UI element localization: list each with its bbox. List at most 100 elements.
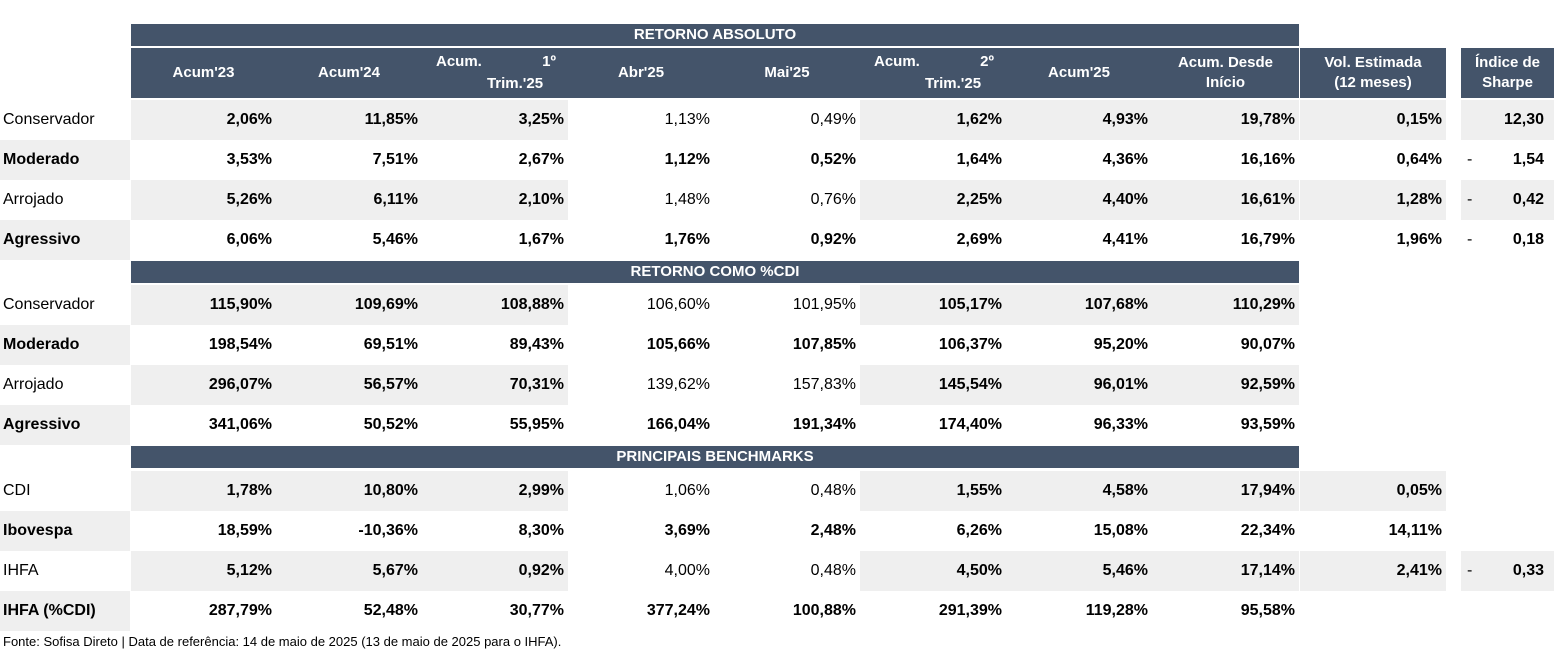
cell-q1: 8,30% [422,511,568,551]
row-label: CDI [0,471,130,511]
cell-desde: 17,94% [1152,471,1299,511]
col-header-acum23: Acum'23 [131,48,276,98]
vol-header-line1: Vol. Estimada [1324,54,1422,71]
vol-header-line2: (12 meses) [1334,74,1412,91]
row-label: Conservador [0,285,130,325]
cell-acum23: 1,78% [131,471,276,511]
row-label: Conservador [0,100,130,140]
cell-acum24: 5,46% [276,220,422,260]
cell-mai: 101,95% [714,285,860,325]
row-label: Agressivo [0,220,130,260]
cell-acum25: 4,93% [1006,100,1152,140]
section-header-absolute: RETORNO ABSOLUTO [131,24,1299,46]
cell-acum24: 7,51% [276,140,422,180]
cell-mai: 0,48% [714,551,860,591]
cell-acum24: 56,57% [276,365,422,405]
cell-abr: 139,62% [568,365,714,405]
cell-abr: 377,24% [568,591,714,631]
col-header-acum24: Acum'24 [276,48,422,98]
cell-mai: 0,49% [714,100,860,140]
cell-q1: 2,10% [422,180,568,220]
cell-acum23: 6,06% [131,220,276,260]
cell-mai: 0,52% [714,140,860,180]
col-header-mai25: Mai'25 [714,48,860,98]
q2-header-part-b: 2º [980,53,994,70]
sharpe-header-line1: Índice de [1474,54,1541,71]
cell-vol: 14,11% [1300,511,1446,551]
cell-mai: 0,48% [714,471,860,511]
cell-mai: 0,76% [714,180,860,220]
cell-abr: 106,60% [568,285,714,325]
desde-header-line1: Acum. Desde [1177,54,1274,71]
cell-mai: 191,34% [714,405,860,445]
cell-vol: 2,41% [1300,551,1446,591]
cell-acum24: 52,48% [276,591,422,631]
row-label: Arrojado [0,365,130,405]
cell-abr: 1,76% [568,220,714,260]
col-header-desde-inicio: Acum. Desde Início [1152,48,1299,98]
cell-desde: 110,29% [1152,285,1299,325]
cell-q1: 2,67% [422,140,568,180]
cell-acum25: 107,68% [1006,285,1152,325]
section-header-cdi: RETORNO COMO %CDI [131,261,1299,283]
cell-vol: 1,28% [1300,180,1446,220]
cell-q1: 89,43% [422,325,568,365]
cell-acum25: 5,46% [1006,551,1152,591]
q1-header-part-c: Trim.'25 [486,75,544,92]
cell-abr: 105,66% [568,325,714,365]
col-header-sharpe: Índice de Sharpe [1461,48,1554,98]
cell-desde: 16,61% [1152,180,1299,220]
cell-q1: 108,88% [422,285,568,325]
cell-desde: 19,78% [1152,100,1299,140]
cell-abr: 1,06% [568,471,714,511]
cell-mai: 2,48% [714,511,860,551]
cell-abr: 3,69% [568,511,714,551]
cell-acum23: 5,12% [131,551,276,591]
row-label: Arrojado [0,180,130,220]
cell-acum23: 2,06% [131,100,276,140]
sharpe-sign: - [1467,231,1473,248]
cell-q2: 4,50% [860,551,1006,591]
cell-q2: 106,37% [860,325,1006,365]
cell-abr: 1,12% [568,140,714,180]
cell-mai: 107,85% [714,325,860,365]
cell-acum23: 3,53% [131,140,276,180]
cell-sharpe: - 1,54 [1461,140,1554,180]
cell-acum24: 11,85% [276,100,422,140]
cell-q2: 145,54% [860,365,1006,405]
cell-desde: 16,16% [1152,140,1299,180]
cell-sharpe: 12,30 [1461,100,1554,140]
col-header-vol: Vol. Estimada (12 meses) [1300,48,1446,98]
cell-sharpe: - 0,18 [1461,220,1554,260]
cell-desde: 95,58% [1152,591,1299,631]
cell-acum25: 96,33% [1006,405,1152,445]
cell-desde: 93,59% [1152,405,1299,445]
q1-header-part-a: Acum. [436,53,482,70]
cell-acum23: 198,54% [131,325,276,365]
cell-abr: 166,04% [568,405,714,445]
col-header-acum25: Acum'25 [1006,48,1152,98]
cell-q1: 3,25% [422,100,568,140]
cell-q1: 1,67% [422,220,568,260]
cell-acum25: 15,08% [1006,511,1152,551]
sharpe-header-line2: Sharpe [1482,74,1533,91]
cell-desde: 22,34% [1152,511,1299,551]
cell-vol: 0,05% [1300,471,1446,511]
cell-q2: 174,40% [860,405,1006,445]
cell-acum23: 18,59% [131,511,276,551]
sharpe-value: 1,54 [1512,151,1544,168]
cell-desde: 90,07% [1152,325,1299,365]
row-label: Moderado [0,325,130,365]
sharpe-value: 0,33 [1512,562,1544,579]
cell-acum25: 95,20% [1006,325,1152,365]
cell-acum23: 341,06% [131,405,276,445]
row-label: Agressivo [0,405,130,445]
sharpe-value: 12,30 [1503,111,1544,128]
cell-acum23: 115,90% [131,285,276,325]
cell-acum23: 296,07% [131,365,276,405]
desde-header-line2: Início [1205,74,1246,91]
cell-desde: 16,79% [1152,220,1299,260]
cell-q1: 2,99% [422,471,568,511]
sharpe-value: 0,42 [1512,191,1544,208]
